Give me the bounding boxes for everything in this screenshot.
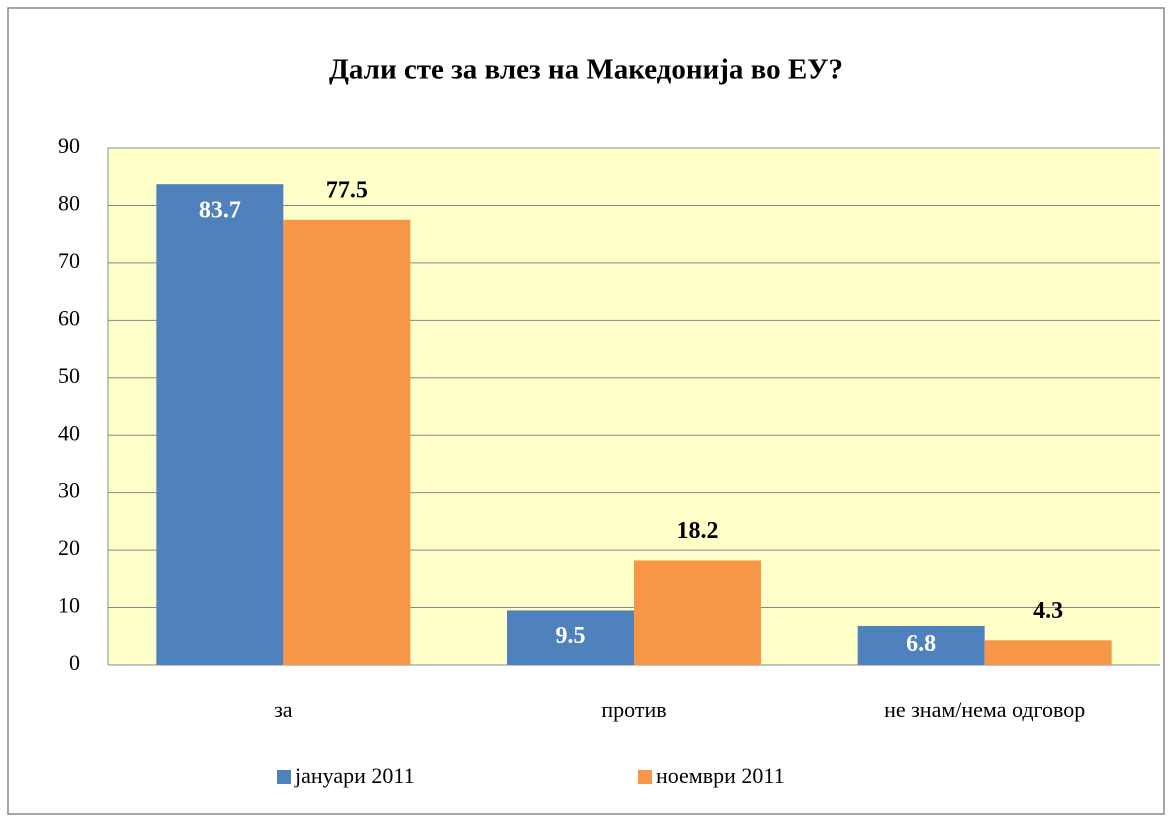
legend-swatch xyxy=(638,770,652,784)
data-label: 83.7 xyxy=(199,198,241,224)
y-tick-label: 20 xyxy=(58,535,80,560)
data-label: 18.2 xyxy=(677,518,719,544)
data-label: 77.5 xyxy=(326,177,368,203)
chart-title: Дали сте за влез на Македонија во ЕУ? xyxy=(329,54,843,86)
data-label: 4.3 xyxy=(1033,598,1063,624)
data-label: 6.8 xyxy=(906,631,936,657)
y-tick-label: 30 xyxy=(58,478,80,503)
x-tick-label: не знам/нема одговор xyxy=(884,697,1085,722)
y-tick-label: 90 xyxy=(58,133,80,158)
y-tick-label: 0 xyxy=(69,650,80,675)
data-label: 9.5 xyxy=(556,623,586,649)
bar xyxy=(857,625,985,665)
bar xyxy=(634,560,761,665)
y-tick-label: 60 xyxy=(58,305,80,330)
x-tick-label: за xyxy=(274,697,293,722)
x-tick-label: против xyxy=(601,697,666,722)
bar xyxy=(283,219,411,666)
bar xyxy=(984,640,1112,665)
y-tick-label: 40 xyxy=(58,420,80,445)
legend-label: ноември 2011 xyxy=(656,763,785,788)
y-tick-label: 70 xyxy=(58,248,80,273)
y-tick-label: 10 xyxy=(58,593,80,618)
y-tick-label: 80 xyxy=(58,190,80,215)
bar xyxy=(507,610,634,665)
legend-swatch xyxy=(277,770,291,784)
legend-label: јануари 2011 xyxy=(294,763,415,788)
bar xyxy=(156,184,284,665)
y-tick-label: 50 xyxy=(58,363,80,388)
